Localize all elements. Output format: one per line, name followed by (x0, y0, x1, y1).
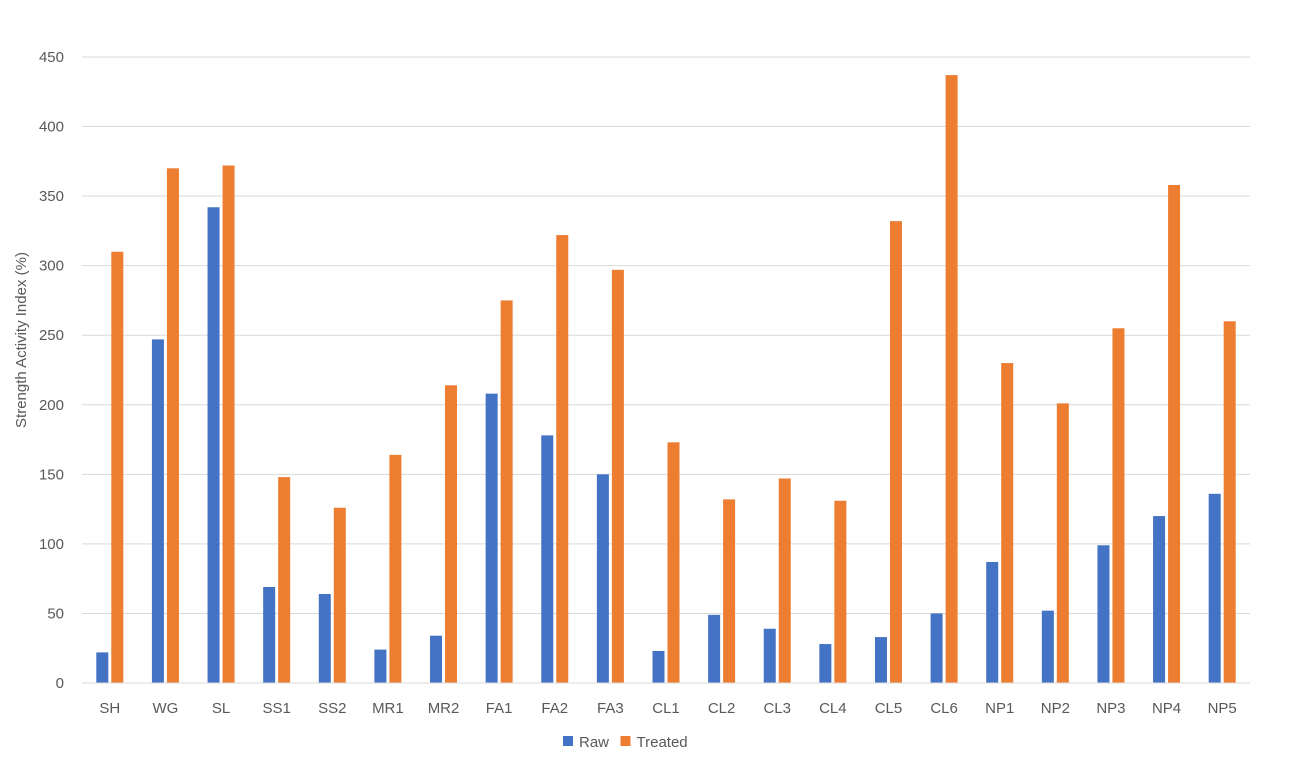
y-tick-label: 200 (39, 397, 64, 414)
y-axis-title: Strength Activity Index (%) (13, 252, 30, 428)
x-tick-label: CL3 (763, 700, 791, 717)
bar-raw-cl5 (874, 637, 887, 683)
bar-treated-fa1 (500, 300, 513, 683)
bar-treated-cl6 (945, 75, 958, 683)
x-tick-label: CL6 (930, 700, 958, 717)
bar-raw-mr2 (430, 635, 443, 683)
x-tick-label: CL1 (652, 700, 680, 717)
bar-raw-fa1 (485, 393, 498, 683)
x-tick-label: NP5 (1208, 700, 1237, 717)
bar-raw-cl1 (652, 651, 665, 683)
bar-treated-cl5 (889, 221, 902, 683)
bar-treated-np2 (1056, 403, 1069, 683)
bar-raw-np2 (1041, 610, 1054, 683)
bar-raw-wg (151, 339, 164, 683)
bar-treated-fa2 (556, 235, 569, 683)
bar-raw-fa2 (541, 435, 554, 683)
bar-treated-ss1 (278, 477, 291, 683)
bar-raw-np5 (1208, 493, 1221, 683)
x-tick-label: WG (153, 700, 179, 717)
bar-raw-cl2 (708, 614, 721, 683)
x-tick-label: NP3 (1096, 700, 1125, 717)
legend-swatch-raw (563, 736, 573, 746)
legend-label-raw: Raw (579, 734, 609, 751)
bar-treated-wg (166, 168, 179, 684)
bar-raw-ss2 (318, 593, 331, 683)
bar-treated-fa3 (611, 269, 624, 683)
y-tick-label: 300 (39, 258, 64, 275)
bar-treated-cl1 (667, 442, 680, 683)
bar-treated-ss2 (333, 507, 346, 683)
y-axis-tick-labels: 0 50 100 150 200 250 300 350 400 450 (39, 49, 64, 692)
x-tick-label: MR1 (372, 700, 404, 717)
legend-swatch-treated (620, 736, 631, 746)
x-tick-label: MR2 (428, 700, 460, 717)
x-tick-label: FA1 (486, 700, 513, 717)
bar-treated-np4 (1168, 184, 1181, 683)
x-tick-label: CL2 (708, 700, 736, 717)
y-tick-label: 50 (47, 605, 64, 622)
x-tick-label: FA3 (597, 700, 624, 717)
x-tick-label: SS1 (262, 700, 290, 717)
x-tick-label: NP1 (985, 700, 1014, 717)
bar-raw-sl (207, 207, 220, 684)
x-tick-label: CL4 (819, 700, 847, 717)
bar-treated-mr1 (389, 454, 402, 683)
bar-raw-np1 (986, 561, 999, 683)
bar-treated-cl3 (778, 478, 791, 683)
bar-raw-ss1 (263, 587, 276, 683)
legend-label-treated: Treated (637, 734, 688, 751)
bar-raw-sh (96, 652, 109, 683)
y-tick-label: 0 (56, 675, 64, 692)
bar-treated-mr2 (445, 385, 458, 683)
x-tick-label: SS2 (318, 700, 346, 717)
y-tick-label: 250 (39, 327, 64, 344)
legend: Raw Treated (563, 734, 688, 751)
bar-treated-cl4 (834, 500, 847, 683)
bar-treated-np5 (1223, 321, 1236, 683)
bar-raw-fa3 (596, 474, 609, 683)
gridlines (82, 56, 1250, 614)
x-tick-label: FA2 (541, 700, 568, 717)
y-tick-label: 350 (39, 188, 64, 205)
bar-raw-cl6 (930, 613, 943, 683)
bar-raw-np3 (1097, 545, 1110, 683)
x-tick-label: NP2 (1041, 700, 1070, 717)
x-axis-tick-labels: SH WG SL SS1 SS2 MR1 MR2 FA1 FA2 FA3 CL1 CL2 CL3 CL4 C… (99, 700, 1236, 717)
bar-raw-np4 (1153, 516, 1166, 683)
x-tick-label: SL (212, 700, 230, 717)
x-tick-label: CL5 (875, 700, 903, 717)
bar-treated-sl (222, 165, 235, 684)
bar-treated-cl2 (723, 499, 736, 683)
bar-treated-np3 (1112, 328, 1125, 683)
bar-raw-cl4 (819, 644, 832, 683)
bar-treated-sh (111, 251, 124, 683)
bar-treated-np1 (1001, 363, 1014, 683)
x-tick-label: NP4 (1152, 700, 1181, 717)
y-tick-label: 400 (39, 119, 64, 136)
y-tick-label: 450 (39, 49, 64, 66)
x-tick-label: SH (99, 700, 120, 717)
bar-raw-cl3 (763, 628, 776, 683)
bars (96, 75, 1236, 684)
y-tick-label: 150 (39, 466, 64, 483)
bar-raw-mr1 (374, 649, 387, 683)
y-tick-label: 100 (39, 536, 64, 553)
